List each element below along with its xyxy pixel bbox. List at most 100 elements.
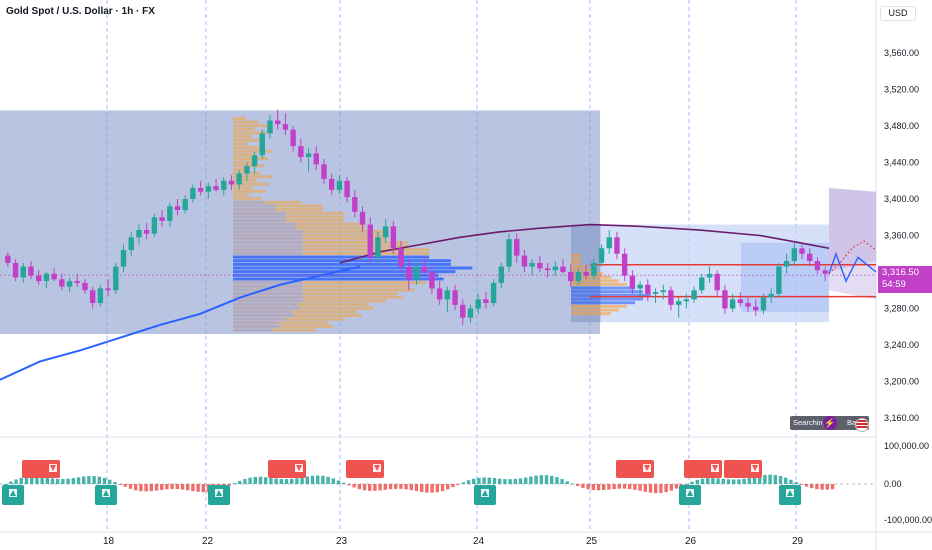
candle-body xyxy=(267,120,273,134)
histogram-bar xyxy=(368,484,372,491)
forecast-path xyxy=(828,251,877,283)
histogram-bar xyxy=(76,477,81,484)
candle-body xyxy=(552,266,558,271)
histogram-bar xyxy=(134,484,138,491)
candle-body xyxy=(691,290,697,300)
volume-profile-bar-value xyxy=(233,288,303,292)
candle-body xyxy=(760,297,767,311)
volume-profile-bar xyxy=(233,284,410,288)
indicator-lines xyxy=(0,223,877,381)
volume-profile-bar-value xyxy=(233,306,300,310)
candle-body xyxy=(136,230,142,238)
candle-body xyxy=(714,273,720,291)
volume-profile-bar-value xyxy=(233,313,295,317)
candle-body xyxy=(506,239,512,267)
time-tick-label: 29 xyxy=(792,536,804,547)
last-price-tag: 3,316.50 54:59 xyxy=(878,266,932,293)
lightning-icon[interactable]: ⚡ xyxy=(823,416,837,430)
candle-body xyxy=(197,188,204,192)
last-price: 3,316.50 xyxy=(882,267,919,278)
currency-selector[interactable]: USD xyxy=(880,6,916,21)
histogram-bar xyxy=(550,475,554,484)
volume-profile-bar-value xyxy=(233,324,281,328)
volume-profile-bar xyxy=(233,146,260,150)
volume-profile-bar xyxy=(233,255,430,259)
candle-body xyxy=(413,266,420,280)
buy-signal-marker xyxy=(95,485,117,505)
histogram-bar xyxy=(305,476,309,484)
candle-body xyxy=(629,275,636,289)
histogram-bar xyxy=(232,483,237,485)
us-flag-icon[interactable] xyxy=(855,418,869,432)
histogram-bar xyxy=(82,476,86,484)
candle-body xyxy=(89,290,96,304)
candle-body xyxy=(575,272,582,282)
volume-profile-bar xyxy=(233,230,387,234)
sell-signal-marker xyxy=(616,460,654,478)
volume-profile-bar xyxy=(571,257,581,261)
histogram-bar xyxy=(258,476,263,484)
volume-profile-bar-value xyxy=(233,215,286,219)
sell-signal-marker xyxy=(346,460,384,478)
time-tick-label: 26 xyxy=(685,536,697,547)
volume-profile-bar xyxy=(571,282,627,286)
up-arrow-icon xyxy=(687,490,693,496)
volume-profile-bar xyxy=(233,182,270,186)
histogram-bar xyxy=(591,484,595,491)
volume-profile-bar xyxy=(233,116,247,120)
down-arrow-icon xyxy=(50,465,56,471)
histogram-bar xyxy=(342,482,346,484)
volume-profile-bar-value xyxy=(233,303,298,307)
histogram-bar xyxy=(108,479,112,484)
volume-profile-bar-value xyxy=(233,299,303,303)
volume-profile-bar xyxy=(233,244,408,248)
candle-body xyxy=(236,173,242,185)
candle-body xyxy=(213,186,219,190)
volume-profile-bar xyxy=(233,313,362,317)
volume-profile-bar xyxy=(233,215,344,219)
histogram-bar xyxy=(815,484,819,490)
candle-body xyxy=(282,124,289,130)
price-tick-label: 3,280.00 xyxy=(884,304,919,314)
candle-body xyxy=(822,270,828,274)
histogram-bar xyxy=(784,477,788,484)
histogram-bar xyxy=(659,484,663,493)
volume-profile-bar xyxy=(233,237,387,241)
candle-body xyxy=(12,262,19,278)
histogram-bar xyxy=(165,484,169,490)
histogram-bar xyxy=(97,476,101,484)
candle-body xyxy=(406,266,412,280)
volume-profile-bar xyxy=(571,253,581,257)
volume-profile-bar xyxy=(571,308,619,312)
histogram-bar xyxy=(430,484,434,493)
volume-profile-bar xyxy=(571,293,651,297)
histogram-bar xyxy=(477,477,481,484)
moving-average-line xyxy=(0,265,361,381)
histogram-bar xyxy=(139,484,143,492)
price-tick-label: 3,200.00 xyxy=(884,377,919,387)
volume-profile-bar xyxy=(233,248,430,252)
volume-profile-bar xyxy=(571,286,635,290)
candle-body xyxy=(467,308,474,318)
histogram-bar xyxy=(581,484,585,488)
candle-body xyxy=(321,164,327,179)
histogram-bar xyxy=(321,475,325,484)
histogram-bar xyxy=(113,482,117,484)
sub-axis-label: 0.00 xyxy=(884,479,902,489)
candle-body xyxy=(66,281,73,287)
histogram-bar xyxy=(643,484,647,492)
volume-profile-bar xyxy=(233,317,345,321)
histogram-bar xyxy=(789,479,793,484)
candle-body xyxy=(668,290,674,305)
histogram-bar xyxy=(492,478,497,484)
histogram-bar xyxy=(628,484,632,490)
candle-body xyxy=(807,253,813,262)
volume-profile-bar xyxy=(233,120,259,124)
histogram-bar xyxy=(186,484,190,491)
histogram-bar xyxy=(503,479,507,484)
volume-profile-bar xyxy=(571,312,611,316)
candle-body xyxy=(475,299,481,309)
histogram-bar xyxy=(295,478,299,484)
volume-profile-bar xyxy=(233,157,269,161)
